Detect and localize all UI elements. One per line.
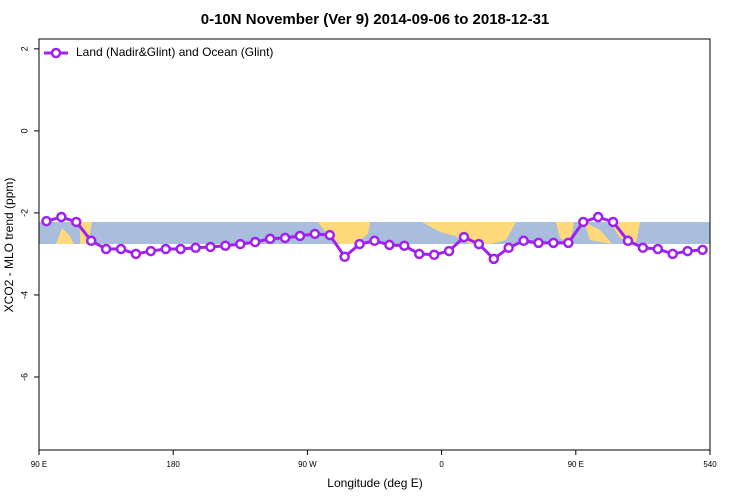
data-point [235, 238, 246, 250]
data-point [115, 243, 127, 255]
data-point [309, 228, 321, 240]
x-tick-label: 90 W [298, 460, 317, 469]
ocean-band [39, 222, 710, 244]
data-point [220, 240, 231, 251]
legend-marker [50, 47, 62, 59]
data-point [413, 248, 425, 260]
data-point [56, 211, 67, 223]
data-point [279, 232, 291, 244]
chart-title: 0-10N November (Ver 9) 2014-09-06 to 201… [201, 11, 550, 28]
data-point [354, 238, 365, 250]
data-point [205, 241, 216, 253]
data-point [85, 235, 97, 247]
data-point [249, 236, 261, 248]
data-point [488, 253, 500, 265]
data-point [294, 230, 306, 242]
data-point [503, 242, 514, 254]
data-point [100, 243, 112, 255]
x-tick-label: 90 E [31, 460, 47, 469]
data-point [399, 240, 410, 251]
data-point [369, 235, 380, 247]
data-point [622, 235, 634, 247]
x-tick-label: 180 [167, 460, 181, 469]
data-point [607, 216, 619, 228]
data-point [682, 245, 693, 257]
data-point [518, 235, 529, 247]
data-point [190, 242, 201, 254]
data-point [458, 231, 470, 243]
legend-box [41, 41, 291, 65]
data-point [384, 239, 395, 251]
data-point [578, 216, 589, 228]
data-point [443, 245, 455, 257]
data-point [41, 215, 52, 227]
data-point [428, 249, 440, 261]
land [56, 222, 92, 244]
data-point [145, 245, 157, 257]
data-point [637, 242, 649, 254]
data-point [667, 248, 678, 260]
data-point [697, 244, 708, 256]
y-tick-label: -2 [19, 209, 29, 217]
x-tick-label: 540 [703, 460, 717, 469]
data-point [71, 216, 82, 228]
data-point [533, 237, 544, 249]
data-point [563, 237, 574, 249]
data-point [130, 248, 142, 260]
data-point [548, 237, 559, 249]
data-point [592, 211, 604, 223]
plot-frame [38, 38, 711, 451]
data-point [324, 229, 336, 241]
y-tick-label: -4 [19, 291, 29, 299]
data-point [473, 238, 485, 250]
data-point [175, 243, 186, 255]
x-axis-label: Longitude (deg E) [327, 476, 422, 490]
data-point [339, 251, 350, 263]
legend-label: Land (Nadir&Glint) and Ocean (Glint) [76, 45, 273, 59]
land [422, 222, 516, 244]
legend: Land (Nadir&Glint) and Ocean (Glint) [41, 41, 291, 65]
x-tick-label: 0 [439, 460, 444, 469]
data-point [652, 243, 664, 255]
data-point [264, 233, 276, 245]
y-tick-label: -6 [19, 373, 29, 381]
y-tick-label: 0 [19, 128, 29, 133]
y-axis-label: XCO2 - MLO trend (ppm) [2, 178, 16, 313]
y-tick-label: 2 [19, 46, 29, 51]
data-point [160, 243, 171, 255]
x-tick-label: 90 E [568, 460, 584, 469]
